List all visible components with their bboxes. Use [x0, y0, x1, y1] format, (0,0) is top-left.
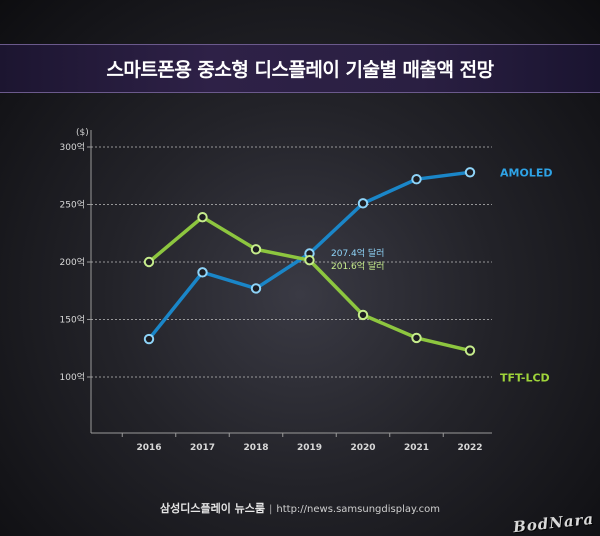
- title-bar: 스마트폰용 중소형 디스플레이 기술별 매출액 전망: [0, 44, 600, 93]
- data-point: [250, 283, 262, 294]
- data-point: [464, 345, 476, 356]
- data-annotation: 207.4억 달러: [331, 247, 384, 259]
- x-tick-label: 2016: [136, 443, 161, 453]
- x-tick-label: 2020: [350, 443, 375, 453]
- data-point: [143, 333, 155, 345]
- y-tick-label: 150억: [60, 314, 85, 326]
- data-point: [357, 198, 369, 209]
- y-tick-label: 200억: [60, 256, 85, 268]
- data-annotation: 201.6억 달러: [331, 260, 384, 272]
- data-point: [197, 211, 208, 223]
- x-tick-label: 2018: [243, 443, 268, 453]
- x-tick-label: 2022: [457, 443, 482, 453]
- footer: 삼성디스플레이 뉴스룸 | http://news.samsungdisplay.c…: [0, 500, 600, 516]
- y-tick-label: 100억: [60, 371, 85, 383]
- y-axis-label: ($): [76, 128, 89, 138]
- series-label: AMOLED: [500, 166, 552, 179]
- footer-brand: 삼성디스플레이 뉴스룸: [159, 502, 266, 515]
- footer-url[interactable]: http://news.samsungdisplay.com: [276, 504, 441, 515]
- data-point: [197, 267, 208, 278]
- series-line: [147, 215, 472, 353]
- data-point: [411, 332, 422, 344]
- x-tick-label: 2021: [404, 443, 429, 453]
- data-point: [411, 174, 422, 185]
- data-point: [357, 309, 369, 321]
- series-label: TFT-LCD: [500, 372, 550, 385]
- data-point: [250, 244, 262, 255]
- y-tick-label: 250억: [60, 199, 85, 211]
- y-tick-label: 300억: [60, 141, 85, 153]
- x-tick-label: 2019: [297, 443, 322, 453]
- data-point: [464, 167, 476, 178]
- data-point: [143, 256, 155, 268]
- x-tick-label: 2017: [190, 443, 215, 453]
- chart-title: 스마트폰용 중소형 디스플레이 기술별 매출액 전망: [106, 59, 494, 81]
- data-point: [304, 254, 315, 266]
- footer-separator: |: [269, 504, 273, 515]
